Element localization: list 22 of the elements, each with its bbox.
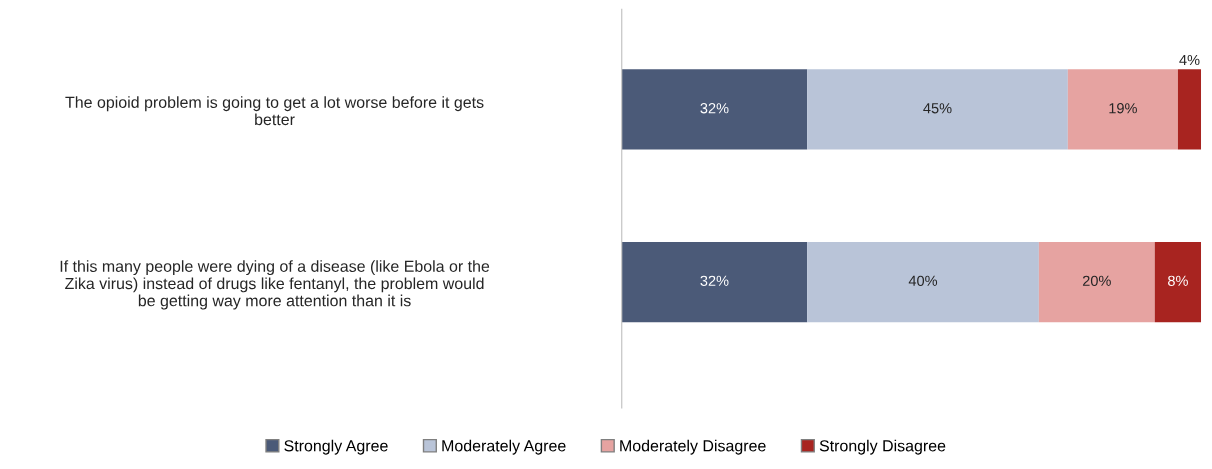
data-label: 20% xyxy=(1082,275,1111,286)
y-tick-label: The opioid problem is going to get a lot worse before it gets better xyxy=(65,96,484,126)
data-label: 8% xyxy=(1168,275,1188,286)
legend-label: Strongly Agree xyxy=(284,439,388,455)
data-label: 4% xyxy=(1179,54,1200,66)
data-label: 40% xyxy=(908,275,938,286)
bar xyxy=(621,241,808,323)
legend-label: Moderately Agree xyxy=(442,439,566,455)
bar xyxy=(1177,69,1202,150)
bar xyxy=(621,69,808,150)
data-label: 19% xyxy=(1109,103,1137,114)
legend-label: Moderately Disagree xyxy=(620,439,766,455)
bar xyxy=(1038,241,1155,323)
bar xyxy=(1067,69,1178,150)
data-label: 32% xyxy=(700,275,729,286)
bar xyxy=(1154,241,1202,323)
legend-label: Strongly Disagree xyxy=(819,439,946,455)
bar xyxy=(807,69,1068,150)
bar xyxy=(807,241,1039,323)
data-label: 32% xyxy=(700,103,729,114)
data-label: 45% xyxy=(923,103,952,114)
y-tick-label: If this many people were dying of a disease (like Ebola or the Zika virus) instead of drugs like fentanyl, the problem would be getting way more attention than it is xyxy=(60,260,490,310)
